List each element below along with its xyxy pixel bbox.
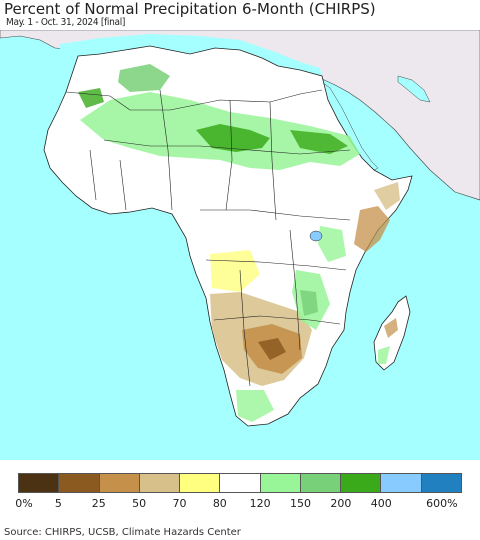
horn-moderately-dry-area [374, 182, 400, 210]
legend-swatch [260, 474, 301, 492]
legend-swatch [421, 474, 461, 492]
zambia-wet-area [300, 290, 318, 316]
map-title: Percent of Normal Precipitation 6-Month … [4, 0, 376, 18]
legend-ticks: 0% 5 25 50 70 80 120 150 200 400 600% [0, 497, 480, 511]
persian-gulf [397, 75, 431, 103]
legend-tick-label: 200 [330, 497, 352, 510]
mediterranean-sea [60, 34, 322, 76]
legend-tick-label: 0% [15, 497, 33, 510]
sudan-very-wet-area [290, 130, 348, 154]
west-sahara-wet-area [118, 64, 170, 92]
source-note: Source: CHIRPS, UCSB, Climate Hazards Ce… [4, 527, 241, 538]
legend-swatch [300, 474, 342, 492]
legend-swatch [220, 474, 261, 492]
legend-swatch [59, 474, 100, 492]
legend-tick-label: 600% [426, 497, 458, 510]
legend-swatch [381, 474, 422, 492]
legend-tick-label: 80 [212, 497, 227, 510]
mauritania-very-wet-area [78, 88, 104, 108]
lake-victoria [309, 230, 323, 242]
legend-tick-label: 5 [54, 497, 62, 510]
madagascar-dry-area [384, 318, 398, 338]
legend-tick-label: 25 [91, 497, 106, 510]
legend-tick-label: 120 [249, 497, 271, 510]
east-africa-wet-area [318, 226, 346, 262]
legend-swatch [99, 474, 140, 492]
legend-tick-label: 70 [172, 497, 187, 510]
south-africa-wet-area [236, 390, 274, 422]
legend-tick-label: 150 [290, 497, 312, 510]
legend-swatch [19, 474, 60, 492]
country-borders [65, 89, 351, 387]
legend-tick-label: 50 [132, 497, 147, 510]
madagascar-wet-area [378, 346, 390, 364]
legend-tick-label: 400 [370, 497, 392, 510]
botswana-extreme-dry-core [258, 338, 286, 360]
color-legend [18, 473, 462, 493]
legend-swatch [139, 474, 181, 492]
legend-swatch [341, 474, 382, 492]
east-africa-dry-area [354, 206, 390, 252]
sahel-very-wet-core [196, 124, 270, 152]
precipitation-map [0, 30, 480, 460]
map-subtitle: May. 1 - Oct. 31, 2024 [final] [6, 17, 126, 28]
legend-swatch [180, 474, 221, 492]
